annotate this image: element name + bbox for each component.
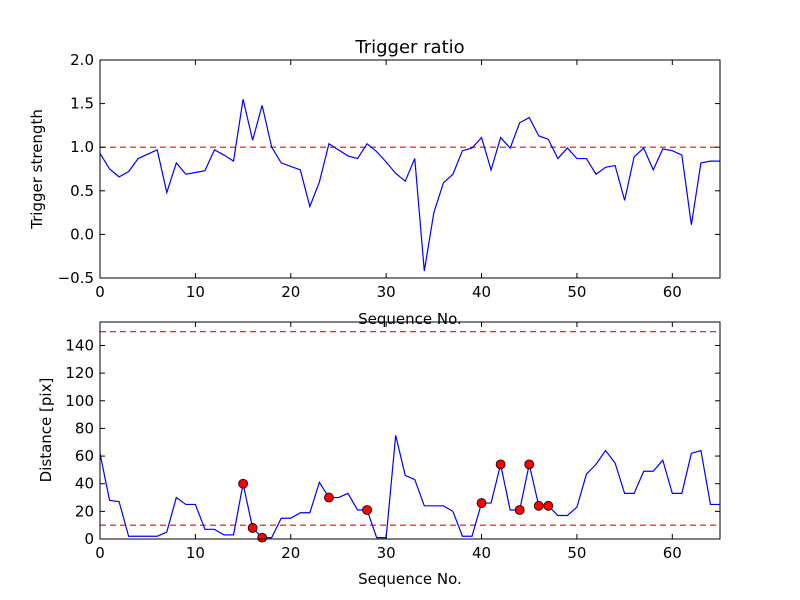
x-tick-label: 20	[281, 544, 300, 562]
y-tick-label: 60	[75, 447, 94, 465]
y-tick-label: 0	[84, 530, 94, 548]
trigger-point	[543, 500, 554, 511]
trigger-point	[238, 478, 248, 489]
x-tick-label: 30	[377, 544, 396, 562]
x-tick-label: 0	[95, 544, 105, 562]
series-line	[99, 435, 720, 539]
x-tick-label: 10	[186, 283, 205, 301]
x-tick-label: 40	[472, 283, 491, 301]
x-tick-label: 60	[663, 544, 682, 562]
y-tick-label: 40	[75, 475, 94, 493]
y-tick-label: 140	[65, 336, 94, 354]
y-tick-label: 0.0	[70, 225, 94, 243]
y-axis-label: Distance [pix]	[37, 378, 55, 483]
trigger-point	[524, 459, 535, 470]
trigger-point	[476, 498, 487, 508]
x-tick-label: 20	[281, 283, 300, 301]
x-tick-label: 60	[663, 283, 682, 301]
trigger-point	[362, 505, 372, 515]
plot-frame	[99, 321, 721, 540]
trigger-point	[495, 459, 506, 470]
y-tick-label: 1.5	[70, 95, 94, 113]
y-tick-label: 1.0	[70, 138, 94, 156]
x-axis-label: Sequence No.	[358, 310, 462, 328]
distance-chart: Sequence No. Distance [pix] 0 10 20 30 40 50 6…	[37, 321, 721, 588]
y-tick-label: 100	[65, 392, 94, 410]
y-tick-label: 2.0	[70, 51, 94, 69]
trigger-point	[514, 505, 525, 515]
x-tick-label: 0	[95, 283, 105, 301]
y-axis-label: Trigger strength	[28, 109, 46, 230]
y-tick-label: 120	[65, 364, 94, 382]
x-tick-label: 30	[377, 283, 396, 301]
x-tick-label: 40	[472, 544, 491, 562]
y-tick-label: 20	[75, 502, 94, 520]
y-tick-label: 0.5	[70, 182, 94, 200]
series-line	[99, 99, 720, 272]
x-tick-label: 10	[186, 544, 205, 562]
x-axis-label: Sequence No.	[358, 570, 462, 588]
trigger-ratio-chart: Trigger ratio Sequence No. Trigger stren…	[28, 37, 721, 328]
plot-frame	[99, 59, 721, 279]
trigger-point	[247, 523, 258, 533]
x-tick-label: 50	[567, 544, 586, 562]
x-tick-label: 50	[567, 283, 586, 301]
trigger-point	[257, 532, 268, 543]
y-tick-label: 80	[75, 419, 94, 437]
trigger-point	[324, 492, 334, 503]
trigger-point	[533, 500, 544, 511]
y-tick-label: −0.5	[58, 269, 94, 287]
chart-title: Trigger ratio	[354, 37, 464, 58]
